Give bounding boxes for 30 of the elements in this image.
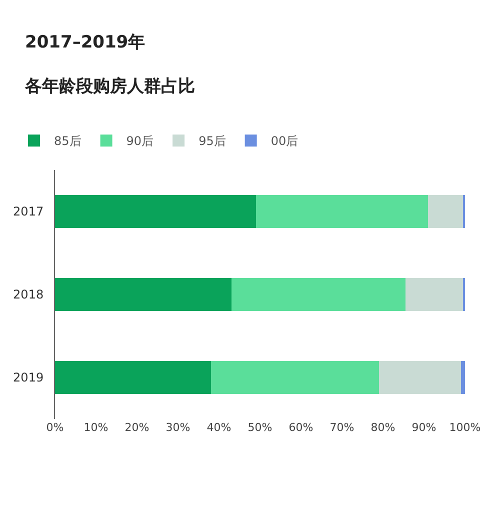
- y-tick-label: 2019: [13, 370, 44, 385]
- bar: [256, 194, 428, 228]
- bar: [231, 278, 406, 312]
- x-tick-label: 100%: [449, 421, 481, 434]
- bar: [210, 360, 379, 394]
- bar: [378, 360, 461, 394]
- legend-label: 85后: [54, 134, 82, 148]
- x-tick-label: 20%: [124, 421, 150, 434]
- x-tick-label: 10%: [84, 421, 108, 434]
- legend-label: 90后: [126, 134, 154, 148]
- x-tick-label: 0%: [46, 421, 64, 434]
- x-tick-label: 40%: [206, 421, 232, 434]
- y-tick-label: 2018: [13, 288, 44, 302]
- bar: [406, 278, 463, 312]
- bar: [55, 278, 232, 312]
- bar: [460, 360, 465, 394]
- x-tick-label: 70%: [330, 421, 354, 434]
- bar: [55, 194, 256, 228]
- x-tick-label: 30%: [166, 421, 190, 434]
- legend-label: 00后: [270, 134, 298, 148]
- x-tick-label: 80%: [370, 421, 396, 434]
- x-tick-label: 90%: [412, 421, 436, 434]
- legend-label: 95后: [198, 134, 226, 148]
- bar: [55, 360, 211, 394]
- bar: [428, 194, 464, 228]
- y-tick-label: 2017: [13, 204, 44, 219]
- x-tick-label: 60%: [288, 421, 314, 434]
- chart-subtitle: 各年龄段购房人群占比: [24, 76, 195, 97]
- x-tick-label: 50%: [248, 421, 272, 434]
- chart-title: 2017–2019年: [25, 32, 146, 53]
